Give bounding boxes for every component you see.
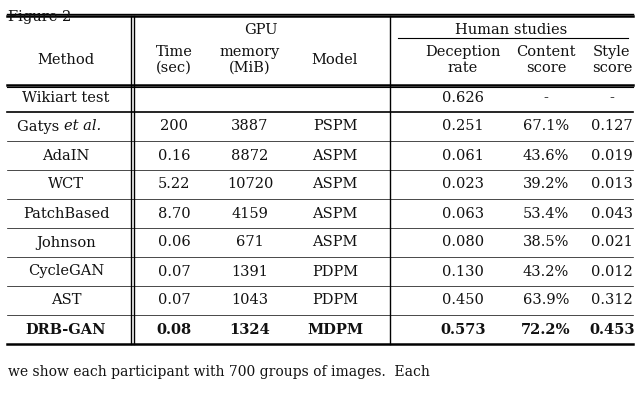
Text: PDPM: PDPM — [312, 294, 358, 308]
Text: 10720: 10720 — [227, 178, 273, 192]
Text: 0.07: 0.07 — [157, 294, 190, 308]
Text: DRB-GAN: DRB-GAN — [26, 323, 106, 337]
Text: 0.130: 0.130 — [442, 264, 484, 278]
Text: -: - — [543, 92, 548, 105]
Text: ASPM: ASPM — [312, 235, 358, 249]
Text: PSPM: PSPM — [313, 119, 357, 133]
Text: Style
score: Style score — [592, 45, 632, 75]
Text: Method: Method — [37, 53, 95, 67]
Text: CycleGAN: CycleGAN — [28, 264, 104, 278]
Text: 1324: 1324 — [230, 323, 270, 337]
Text: 0.043: 0.043 — [591, 206, 633, 221]
Text: 3887: 3887 — [231, 119, 269, 133]
Text: AST: AST — [51, 294, 81, 308]
Text: memory
(MiB): memory (MiB) — [220, 45, 280, 75]
Text: -: - — [609, 92, 614, 105]
Text: 0.251: 0.251 — [442, 119, 484, 133]
Text: 0.127: 0.127 — [591, 119, 633, 133]
Text: we show each participant with 700 groups of images.  Each: we show each participant with 700 groups… — [8, 365, 430, 379]
Text: 8872: 8872 — [232, 149, 269, 162]
Text: MDPM: MDPM — [307, 323, 363, 337]
Text: ASPM: ASPM — [312, 149, 358, 162]
Text: Content
score: Content score — [516, 45, 576, 75]
Text: Wikiart test: Wikiart test — [22, 92, 109, 105]
Text: 0.080: 0.080 — [442, 235, 484, 249]
Text: 0.013: 0.013 — [591, 178, 633, 192]
Text: 0.450: 0.450 — [442, 294, 484, 308]
Text: 38.5%: 38.5% — [523, 235, 569, 249]
Text: 43.2%: 43.2% — [523, 264, 569, 278]
Text: 39.2%: 39.2% — [523, 178, 569, 192]
Text: 0.07: 0.07 — [157, 264, 190, 278]
Text: 0.312: 0.312 — [591, 294, 633, 308]
Text: 0.019: 0.019 — [591, 149, 633, 162]
Text: 200: 200 — [160, 119, 188, 133]
Text: 0.023: 0.023 — [442, 178, 484, 192]
Text: 1043: 1043 — [232, 294, 269, 308]
Text: Model: Model — [312, 53, 358, 67]
Text: 63.9%: 63.9% — [523, 294, 569, 308]
Text: 0.16: 0.16 — [157, 149, 190, 162]
Text: Time
(sec): Time (sec) — [156, 45, 193, 75]
Text: 671: 671 — [236, 235, 264, 249]
Text: 8.70: 8.70 — [157, 206, 190, 221]
Text: AdaIN: AdaIN — [42, 149, 90, 162]
Text: Human studies: Human studies — [456, 23, 568, 37]
Text: 53.4%: 53.4% — [523, 206, 569, 221]
Text: 4159: 4159 — [232, 206, 268, 221]
Text: GPU: GPU — [244, 23, 277, 37]
Text: ASPM: ASPM — [312, 206, 358, 221]
Text: 72.2%: 72.2% — [521, 323, 571, 337]
Text: 67.1%: 67.1% — [523, 119, 569, 133]
Text: 0.453: 0.453 — [589, 323, 635, 337]
Text: 0.06: 0.06 — [157, 235, 190, 249]
Text: 0.061: 0.061 — [442, 149, 484, 162]
Text: 0.012: 0.012 — [591, 264, 633, 278]
Text: 0.573: 0.573 — [440, 323, 486, 337]
Text: Deception
rate: Deception rate — [425, 45, 500, 75]
Text: 5.22: 5.22 — [158, 178, 190, 192]
Text: PatchBased: PatchBased — [23, 206, 109, 221]
Text: WCT: WCT — [48, 178, 84, 192]
Text: et al.: et al. — [64, 119, 101, 133]
Text: Gatys: Gatys — [17, 119, 64, 133]
Text: 43.6%: 43.6% — [523, 149, 569, 162]
Text: 0.063: 0.063 — [442, 206, 484, 221]
Text: 0.021: 0.021 — [591, 235, 633, 249]
Text: 0.08: 0.08 — [156, 323, 191, 337]
Text: Johnson: Johnson — [36, 235, 96, 249]
Text: 0.626: 0.626 — [442, 92, 484, 105]
Text: PDPM: PDPM — [312, 264, 358, 278]
Text: 1391: 1391 — [232, 264, 268, 278]
Text: Figure 2: Figure 2 — [8, 10, 71, 24]
Text: ASPM: ASPM — [312, 178, 358, 192]
